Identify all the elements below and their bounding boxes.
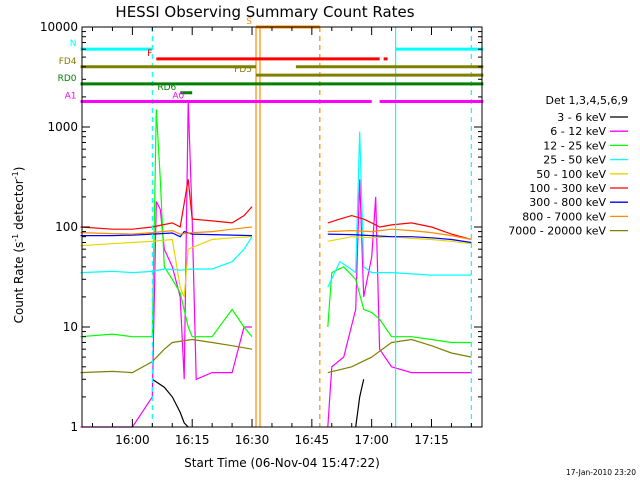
flag-f: F xyxy=(147,49,388,61)
flag-label: S xyxy=(246,17,252,27)
x-tick-label: 17:15 xyxy=(414,433,449,447)
series-line xyxy=(151,378,189,428)
flag-label: A0 xyxy=(172,91,184,101)
y-axis-label-mid: detector xyxy=(12,179,26,234)
series-4 xyxy=(80,236,472,298)
series-3 xyxy=(80,131,472,288)
series-line xyxy=(327,214,472,241)
legend-label: 12 - 25 keV xyxy=(543,139,606,152)
y-axis-label-main: Count Rate (s xyxy=(12,242,26,324)
flag-fd4: FD4 xyxy=(59,57,484,69)
y-axis-label: Count Rate (s-1 detector-1) xyxy=(11,167,26,324)
y-axis-label-end: ) xyxy=(12,167,26,172)
x-tick-label: 17:00 xyxy=(354,433,389,447)
svg-text:Count Rate (s-1 detector-1): Count Rate (s-1 detector-1) xyxy=(11,167,26,324)
series-line xyxy=(327,179,472,428)
series-line xyxy=(80,226,253,235)
flag-a1: A1 xyxy=(65,91,484,103)
series-6 xyxy=(80,230,472,244)
y-axis-label-sup1: -1 xyxy=(11,234,20,242)
flag-n: N xyxy=(70,39,484,51)
series-7 xyxy=(80,226,472,241)
legend-label: 6 - 12 keV xyxy=(550,125,606,138)
series-0 xyxy=(151,378,365,428)
legend-label: 7000 - 20000 keV xyxy=(508,225,606,238)
x-tick-label: 16:00 xyxy=(115,433,150,447)
series-line xyxy=(80,236,253,298)
legend-label: 25 - 50 keV xyxy=(543,154,606,167)
legend-label: 800 - 7000 keV xyxy=(522,210,606,223)
series-line xyxy=(355,379,365,428)
series-line xyxy=(80,179,253,230)
flag-label: FD5 xyxy=(234,65,252,75)
y-tick-label: 10 xyxy=(63,320,78,334)
series-line xyxy=(80,109,253,338)
series-2 xyxy=(80,109,472,344)
series-line xyxy=(327,338,472,374)
flag-label: RD6 xyxy=(157,83,176,93)
y-tick-label: 1 xyxy=(70,420,78,434)
x-axis-label: Start Time (06-Nov-04 15:47:22) xyxy=(184,456,380,470)
y-axis-label-sup2: -1 xyxy=(11,171,20,179)
x-tick-label: 16:45 xyxy=(295,433,330,447)
timestamp: 17-Jan-2010 23:20 xyxy=(566,468,636,477)
flag-label: N xyxy=(70,39,77,49)
flag-label: RD0 xyxy=(58,74,77,84)
series-line xyxy=(80,236,253,274)
series-line xyxy=(327,236,472,245)
series-line xyxy=(327,233,472,244)
series-5 xyxy=(80,179,472,241)
flag-label: FD4 xyxy=(59,57,77,67)
legend-title: Det 1,3,4,5,6,9 xyxy=(545,94,628,107)
flag-rd0: RD0 xyxy=(58,74,484,86)
y-tick-label: 100 xyxy=(55,220,78,234)
legend-label: 100 - 300 keV xyxy=(529,182,606,195)
flag-label: A1 xyxy=(65,91,77,101)
flag-fd5: FD5 xyxy=(234,65,484,77)
series-line xyxy=(327,228,472,241)
series-line xyxy=(327,266,472,344)
chart-title: HESSI Observing Summary Count Rates xyxy=(115,3,414,21)
legend-label: 50 - 100 keV xyxy=(536,168,606,181)
x-tick-label: 16:15 xyxy=(175,433,210,447)
y-tick-label: 1000 xyxy=(47,120,78,134)
series-line xyxy=(327,131,472,288)
series-line xyxy=(80,101,252,428)
flag-rd6: RD6 xyxy=(157,83,193,95)
legend-label: 3 - 6 keV xyxy=(557,111,606,124)
legend-label: 300 - 800 keV xyxy=(529,196,606,209)
y-tick-label: 10000 xyxy=(40,20,78,34)
series-line xyxy=(80,338,253,374)
flag-label: F xyxy=(147,49,152,59)
series-line xyxy=(80,230,253,238)
series-8 xyxy=(80,338,472,374)
x-tick-label: 16:30 xyxy=(235,433,270,447)
series-1 xyxy=(80,101,472,428)
